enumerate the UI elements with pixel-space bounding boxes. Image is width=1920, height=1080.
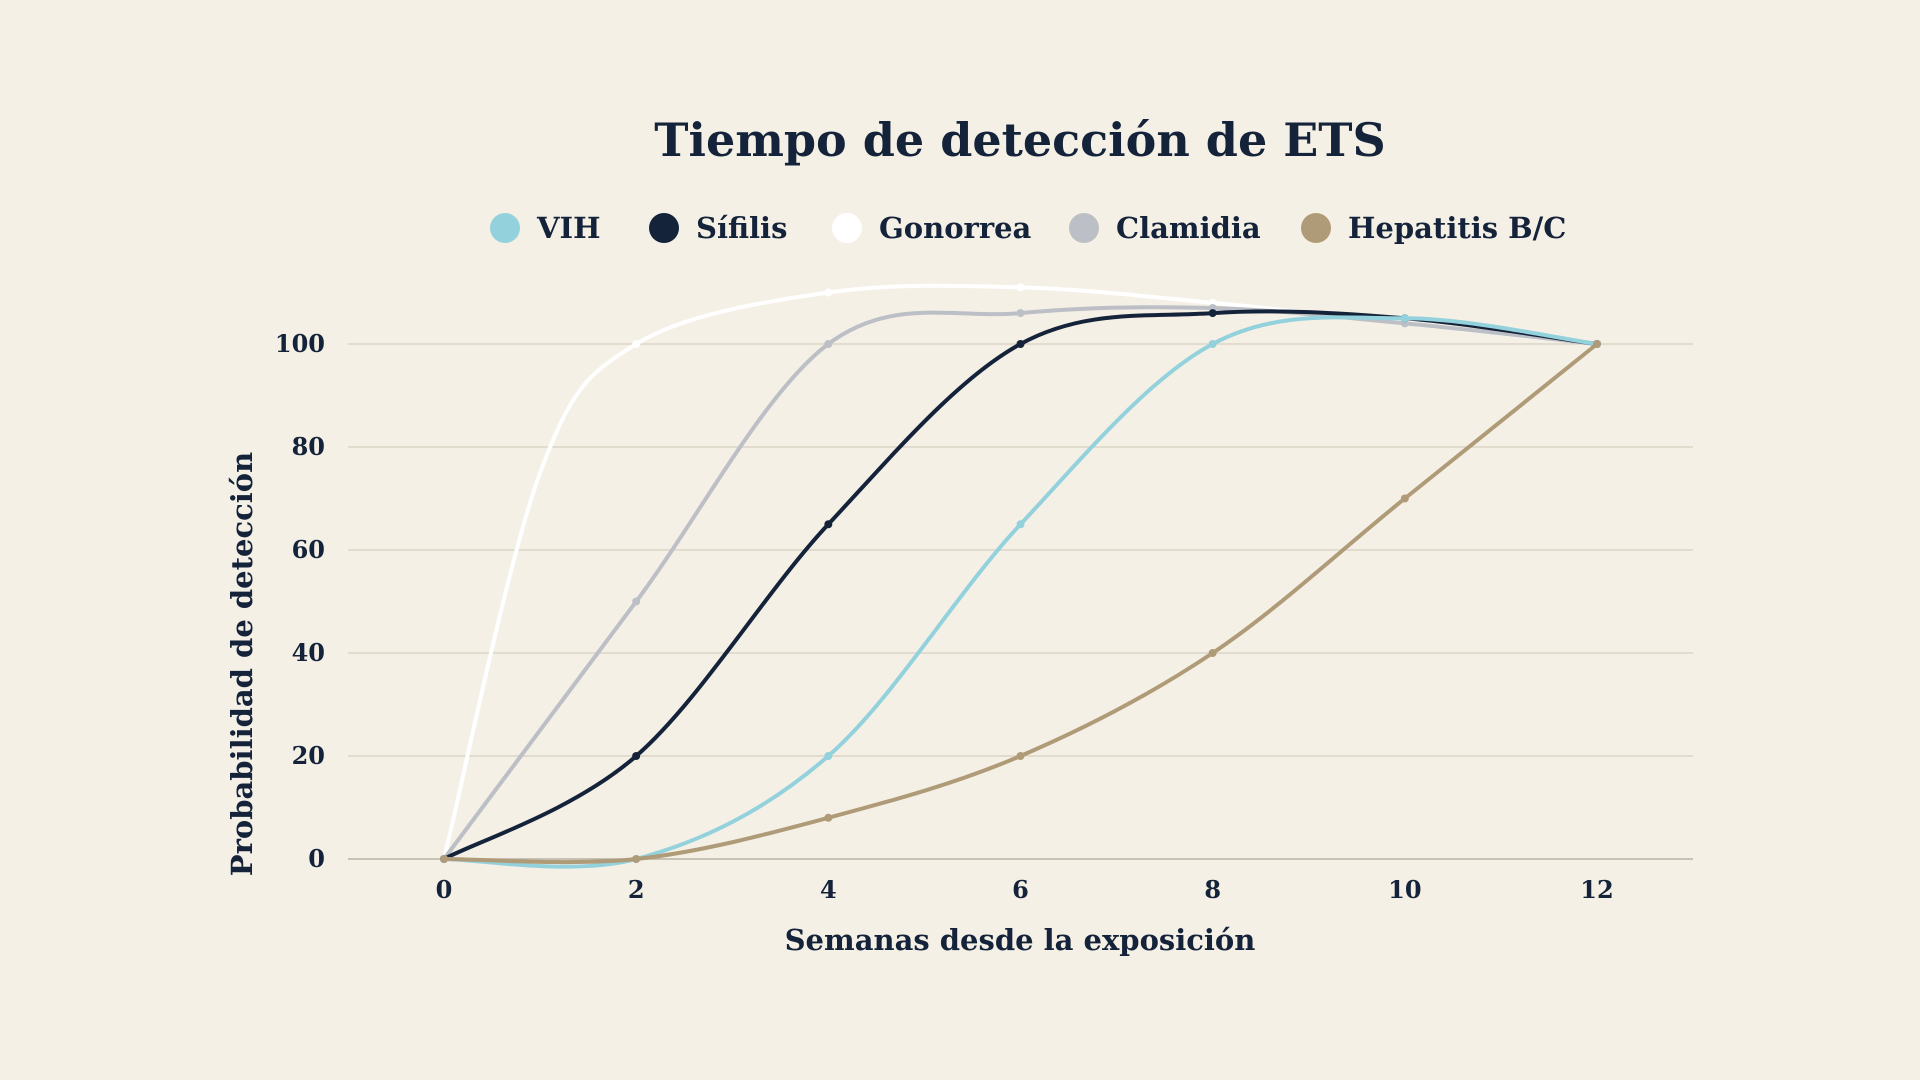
series-clamidia <box>440 303 1601 863</box>
series-line-clamidia <box>442 305 1599 861</box>
data-point <box>632 855 641 863</box>
series-line-s-filis <box>442 309 1599 861</box>
x-tick-label: 4 <box>820 875 837 904</box>
x-tick-label: 6 <box>1012 875 1029 904</box>
data-point <box>632 752 641 760</box>
series-gonorrea <box>440 283 1601 863</box>
data-point <box>1208 649 1217 657</box>
legend-label: Gonorrea <box>879 211 1032 245</box>
x-tick-label: 12 <box>1580 875 1613 904</box>
legend-item-vih: VIH <box>490 211 600 245</box>
x-tick-label: 2 <box>628 875 645 904</box>
legend-item-s-filis: Sífilis <box>649 211 787 245</box>
legend-item-hepatitis-b-c: Hepatitis B/C <box>1301 211 1566 245</box>
data-point <box>440 855 448 863</box>
data-point <box>1208 309 1217 318</box>
data-point <box>1400 314 1409 323</box>
legend-item-clamidia: Clamidia <box>1069 211 1261 245</box>
data-point <box>824 520 833 529</box>
y-tick-label: 100 <box>275 329 325 358</box>
data-point <box>1016 752 1025 760</box>
legend-item-gonorrea: Gonorrea <box>832 211 1032 245</box>
y-axis-ticks: 0 20 40 60 80 100 <box>275 329 325 873</box>
x-tick-label: 10 <box>1388 875 1421 904</box>
legend-marker <box>490 213 520 243</box>
data-point <box>1400 494 1409 503</box>
legend-marker <box>832 213 862 243</box>
data-point <box>1593 340 1601 348</box>
y-tick-label: 40 <box>292 638 325 667</box>
legend-label: Sífilis <box>696 211 787 245</box>
x-axis-title: Semanas desde la exposición <box>785 923 1256 957</box>
data-point <box>632 597 641 606</box>
data-point <box>632 340 641 348</box>
x-tick-label: 0 <box>436 875 453 904</box>
data-point <box>1208 340 1217 348</box>
y-tick-label: 60 <box>292 535 325 564</box>
data-point <box>1016 340 1025 348</box>
legend-marker <box>649 213 679 243</box>
data-point <box>824 288 833 297</box>
x-axis-ticks: 0 2 4 6 8 10 12 <box>436 875 1614 904</box>
series-line-vih <box>442 315 1599 869</box>
legend-label: Clamidia <box>1116 211 1261 245</box>
chart-title: Tiempo de detección de ETS <box>654 113 1386 167</box>
legend-label: VIH <box>536 211 600 245</box>
legend-marker <box>1301 213 1331 243</box>
series-s-filis <box>440 309 1601 863</box>
data-point <box>1016 283 1025 292</box>
y-tick-label: 80 <box>292 432 325 461</box>
data-point <box>1016 309 1025 318</box>
grid <box>348 343 1693 860</box>
y-tick-label: 20 <box>292 741 325 770</box>
y-tick-label: 0 <box>308 844 325 873</box>
data-point <box>1016 520 1025 529</box>
legend-label: Hepatitis B/C <box>1348 211 1566 245</box>
y-axis-title: Probabilidad de detección <box>225 452 259 876</box>
series-vih <box>440 314 1601 869</box>
series-group <box>440 283 1601 869</box>
series-line-hepatitis-b-c <box>442 342 1599 865</box>
data-point <box>824 813 833 822</box>
data-point <box>824 340 833 348</box>
x-tick-label: 8 <box>1204 875 1221 904</box>
legend-marker <box>1069 213 1099 243</box>
series-hepatitis-b-c <box>440 340 1601 865</box>
legend: VIH Sífilis Gonorrea Clamidia Hepatitis B/C <box>490 211 1566 245</box>
data-point <box>824 752 833 760</box>
